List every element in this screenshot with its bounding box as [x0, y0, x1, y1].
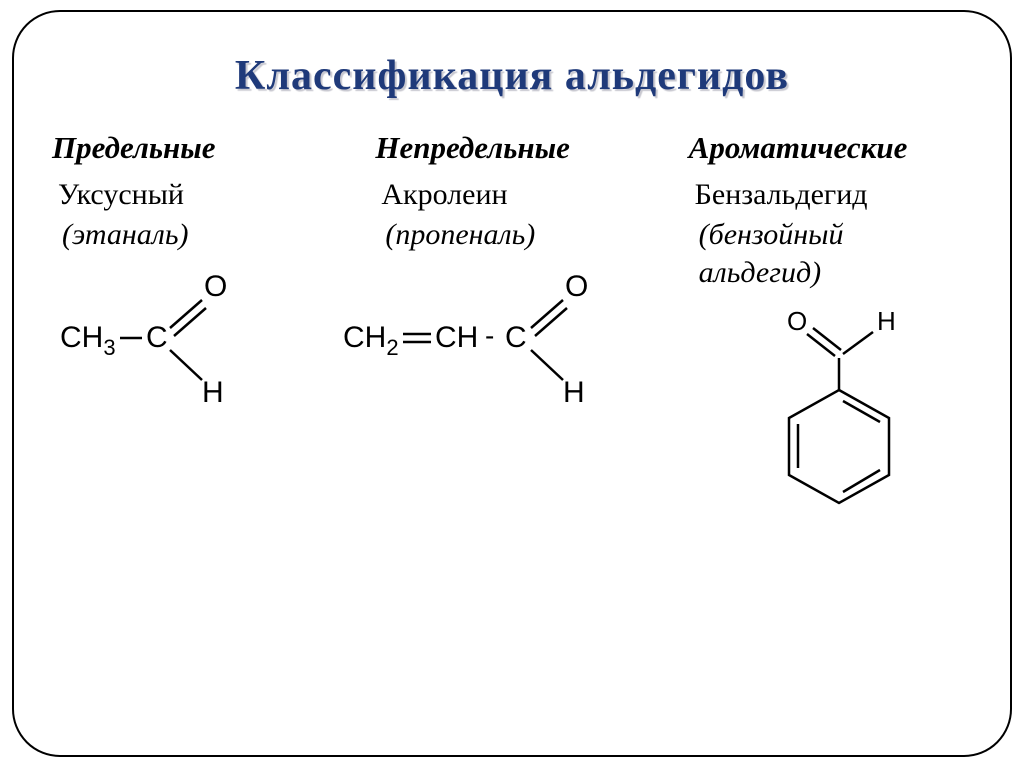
column-saturated: Предельные Уксусный (этаналь) CH3 C O	[52, 130, 335, 545]
label-ch-unsat: CH	[435, 321, 478, 354]
dash-unsat: -	[485, 320, 494, 351]
formula-acrolein: CH2 CH - C O H	[335, 262, 658, 417]
column-aromatic: Ароматические Бензальдегид (бензойный ал…	[669, 130, 972, 545]
category-header-saturated: Предельные	[52, 130, 335, 166]
bond-co-1-arom	[807, 334, 835, 356]
compound-name-acrolein: Акролеин	[375, 178, 658, 212]
column-unsaturated: Непредельные Акролеин (пропеналь) CH2 CH…	[345, 130, 658, 545]
category-header-unsaturated: Непредельные	[375, 130, 658, 166]
label-c-unsat: C	[505, 321, 527, 354]
bond-ch-sat	[170, 350, 202, 380]
label-ch2-unsat: CH2	[343, 321, 399, 360]
label-h-arom: H	[877, 310, 896, 336]
bond-co-2	[174, 308, 206, 336]
bond-co-1	[170, 300, 202, 328]
bond-co-1-unsat	[531, 300, 563, 328]
benzene-ring	[789, 390, 889, 503]
compound-name-acetic: Уксусный	[52, 178, 335, 212]
ring-db-2	[843, 470, 880, 492]
iupac-benzoic-2: альдегид)	[689, 256, 972, 290]
iupac-propenal: (пропеналь)	[375, 218, 658, 252]
iupac-ethanal: (этаналь)	[52, 218, 335, 252]
label-o-unsat: O	[565, 270, 588, 303]
bond-ch-arom	[843, 332, 873, 354]
formula-benzaldehyde: O H	[749, 310, 972, 545]
label-ch3: CH3	[60, 321, 116, 360]
label-h-unsat: H	[563, 376, 585, 409]
category-header-aromatic: Ароматические	[689, 130, 972, 166]
bond-ch-h-unsat	[531, 350, 563, 380]
formula-acetaldehyde: CH3 C O H	[52, 262, 335, 417]
bond-co-2-unsat	[535, 308, 567, 336]
label-o-sat: O	[204, 270, 227, 303]
iupac-benzoic-1: (бензойный	[689, 218, 972, 252]
slide-title: Классификация альдегидов	[52, 52, 972, 100]
label-c-sat: C	[146, 321, 168, 354]
label-h-sat: H	[202, 376, 224, 409]
compound-name-benzaldehyde: Бензальдегид	[689, 178, 972, 212]
bond-co-2-arom	[813, 328, 841, 350]
label-o-arom: O	[787, 310, 807, 336]
ring-db-1	[843, 401, 880, 422]
slide-frame: Классификация альдегидов Предельные Уксу…	[12, 10, 1012, 757]
columns-container: Предельные Уксусный (этаналь) CH3 C O	[52, 130, 972, 545]
